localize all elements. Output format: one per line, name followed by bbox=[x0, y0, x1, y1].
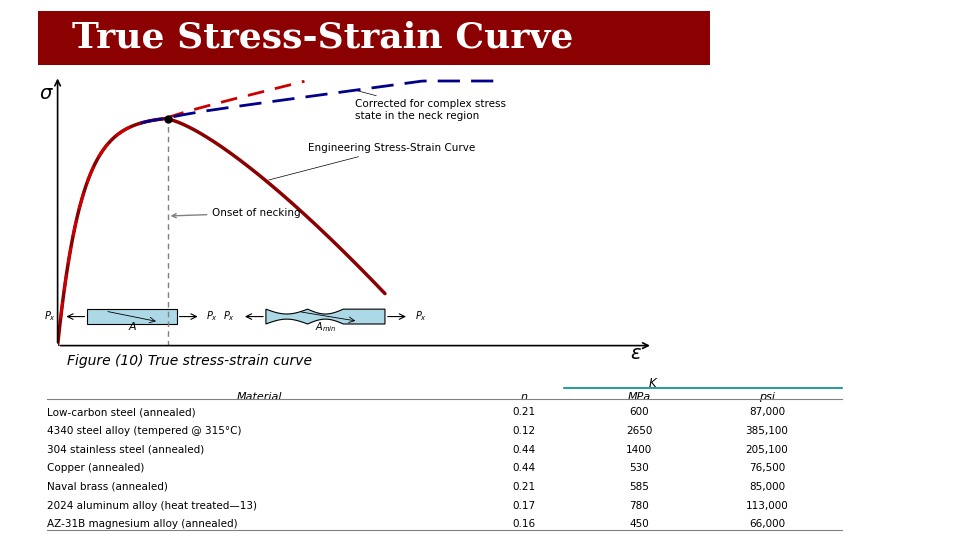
Text: $P_x$: $P_x$ bbox=[44, 309, 57, 323]
Text: Figure (10) True stress-strain curve: Figure (10) True stress-strain curve bbox=[67, 354, 312, 368]
Polygon shape bbox=[266, 309, 385, 324]
Text: $P_x$: $P_x$ bbox=[206, 309, 218, 323]
Text: psi: psi bbox=[759, 392, 775, 402]
FancyBboxPatch shape bbox=[87, 309, 177, 324]
Text: Low-carbon steel (annealed): Low-carbon steel (annealed) bbox=[47, 407, 196, 417]
Text: σ: σ bbox=[39, 84, 52, 103]
Text: Copper (annealed): Copper (annealed) bbox=[47, 463, 145, 474]
Text: 0.44: 0.44 bbox=[513, 445, 536, 455]
Text: 113,000: 113,000 bbox=[746, 501, 788, 511]
Text: 85,000: 85,000 bbox=[749, 482, 785, 492]
Text: n: n bbox=[520, 392, 528, 402]
Text: K: K bbox=[648, 377, 656, 390]
Text: Engineering Stress-Strain Curve: Engineering Stress-Strain Curve bbox=[269, 143, 475, 180]
Text: $A_{min}$: $A_{min}$ bbox=[315, 320, 336, 334]
Text: 0.12: 0.12 bbox=[513, 426, 536, 436]
Text: $P_x$: $P_x$ bbox=[415, 309, 426, 323]
Text: 0.16: 0.16 bbox=[513, 519, 536, 529]
Text: A: A bbox=[129, 322, 135, 332]
Text: 0.21: 0.21 bbox=[513, 407, 536, 417]
Text: 385,100: 385,100 bbox=[746, 426, 788, 436]
Text: AZ-31B magnesium alloy (annealed): AZ-31B magnesium alloy (annealed) bbox=[47, 519, 238, 529]
Text: 2024 aluminum alloy (heat treated—13): 2024 aluminum alloy (heat treated—13) bbox=[47, 501, 257, 511]
Text: 0.44: 0.44 bbox=[513, 463, 536, 474]
Text: 0.17: 0.17 bbox=[513, 501, 536, 511]
Text: MPa: MPa bbox=[627, 392, 651, 402]
Text: True Stress-Strain Curve: True Stress-Strain Curve bbox=[0, 539, 1, 540]
Text: Corrected for complex stress
state in the neck region: Corrected for complex stress state in th… bbox=[355, 91, 506, 121]
Text: 76,500: 76,500 bbox=[749, 463, 785, 474]
Text: 304 stainless steel (annealed): 304 stainless steel (annealed) bbox=[47, 445, 204, 455]
Text: $P_x$: $P_x$ bbox=[223, 309, 235, 323]
Text: 87,000: 87,000 bbox=[749, 407, 785, 417]
Text: 1400: 1400 bbox=[626, 445, 652, 455]
Text: True Stress-Strain Curve: True Stress-Strain Curve bbox=[72, 21, 573, 55]
Text: Onset of necking: Onset of necking bbox=[172, 208, 301, 218]
Text: 530: 530 bbox=[629, 463, 649, 474]
Text: 4340 steel alloy (tempered @ 315°C): 4340 steel alloy (tempered @ 315°C) bbox=[47, 426, 242, 436]
Text: 205,100: 205,100 bbox=[746, 445, 788, 455]
Text: 66,000: 66,000 bbox=[749, 519, 785, 529]
Text: ε: ε bbox=[631, 344, 641, 363]
Text: 0.21: 0.21 bbox=[513, 482, 536, 492]
Text: 585: 585 bbox=[629, 482, 649, 492]
Text: 780: 780 bbox=[629, 501, 649, 511]
Text: Naval brass (annealed): Naval brass (annealed) bbox=[47, 482, 168, 492]
Text: 450: 450 bbox=[629, 519, 649, 529]
Text: Material: Material bbox=[236, 392, 282, 402]
Text: 600: 600 bbox=[629, 407, 649, 417]
Text: 2650: 2650 bbox=[626, 426, 652, 436]
